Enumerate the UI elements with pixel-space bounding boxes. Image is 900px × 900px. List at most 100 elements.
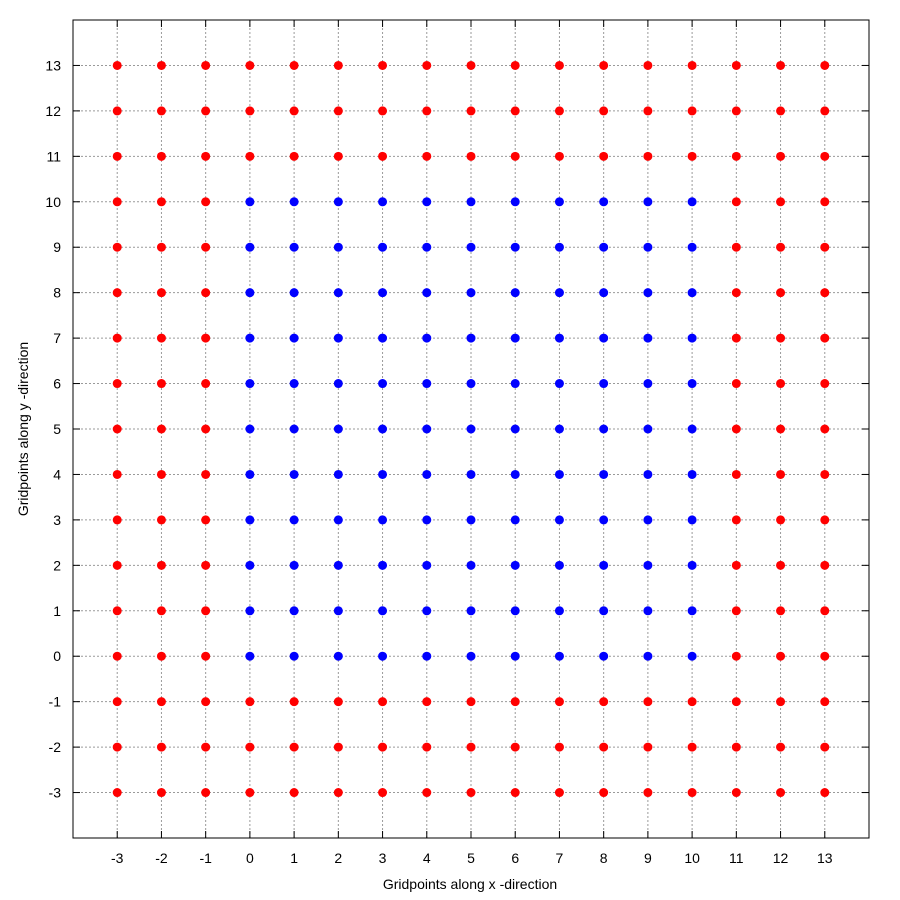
interior-point [422,560,432,570]
interior-point [422,288,432,298]
boundary-point [156,151,166,161]
x-tick-label: 12 [773,850,789,866]
boundary-point [687,788,697,798]
interior-point [599,333,609,343]
boundary-point [378,697,388,707]
boundary-point [245,106,255,116]
interior-point [333,606,343,616]
boundary-point [201,742,211,752]
boundary-point [378,788,388,798]
boundary-point [731,379,741,389]
boundary-point [599,151,609,161]
data-points [112,60,830,798]
interior-point [554,560,564,570]
interior-point [643,651,653,661]
boundary-point [112,515,122,525]
interior-point [422,469,432,479]
boundary-point [510,742,520,752]
interior-point [554,197,564,207]
interior-point [378,560,388,570]
boundary-point [201,106,211,116]
boundary-point [776,242,786,252]
boundary-point [776,60,786,70]
x-tick-label: 2 [334,850,342,866]
y-tick-label: 10 [45,194,61,210]
boundary-point [776,379,786,389]
boundary-point [156,788,166,798]
boundary-point [554,697,564,707]
boundary-point [820,424,830,434]
boundary-point [156,106,166,116]
interior-point [245,424,255,434]
boundary-point [289,788,299,798]
interior-point [378,379,388,389]
boundary-point [554,106,564,116]
boundary-point [422,788,432,798]
boundary-point [776,606,786,616]
boundary-point [820,288,830,298]
boundary-point [820,106,830,116]
interior-point [245,560,255,570]
boundary-point [112,651,122,661]
interior-point [554,379,564,389]
interior-point [422,424,432,434]
y-tick-label: 8 [53,285,61,301]
boundary-point [554,788,564,798]
interior-point [599,606,609,616]
interior-point [687,333,697,343]
boundary-point [333,151,343,161]
interior-point [333,288,343,298]
interior-point [687,560,697,570]
interior-point [599,651,609,661]
boundary-point [466,151,476,161]
interior-point [422,515,432,525]
interior-point [333,333,343,343]
boundary-point [333,106,343,116]
boundary-point [466,106,476,116]
x-tick-labels: -3 -2 -1 0 1 2 3 4 5 6 7 8 9 10 11 12 13 [111,850,833,866]
interior-point [554,333,564,343]
boundary-point [112,197,122,207]
boundary-point [112,742,122,752]
boundary-point [201,424,211,434]
boundary-point [776,106,786,116]
boundary-point [112,606,122,616]
interior-point [466,333,476,343]
interior-point [643,424,653,434]
boundary-point [378,60,388,70]
boundary-point [731,242,741,252]
interior-point [554,469,564,479]
boundary-point [112,697,122,707]
boundary-point [201,469,211,479]
boundary-point [731,560,741,570]
boundary-point [776,197,786,207]
interior-point [378,197,388,207]
boundary-point [731,469,741,479]
boundary-point [820,606,830,616]
boundary-point [599,60,609,70]
interior-point [599,242,609,252]
interior-point [466,560,476,570]
boundary-point [289,151,299,161]
interior-point [599,197,609,207]
boundary-point [112,788,122,798]
boundary-point [245,697,255,707]
boundary-point [687,697,697,707]
interior-point [333,560,343,570]
interior-point [378,515,388,525]
boundary-point [112,424,122,434]
interior-point [378,469,388,479]
boundary-point [466,697,476,707]
interior-point [510,515,520,525]
boundary-point [156,560,166,570]
boundary-point [731,333,741,343]
boundary-point [156,651,166,661]
y-tick-label: 13 [45,57,61,73]
interior-point [554,242,564,252]
interior-point [245,469,255,479]
boundary-point [466,60,476,70]
boundary-point [643,106,653,116]
interior-point [333,242,343,252]
interior-point [643,242,653,252]
